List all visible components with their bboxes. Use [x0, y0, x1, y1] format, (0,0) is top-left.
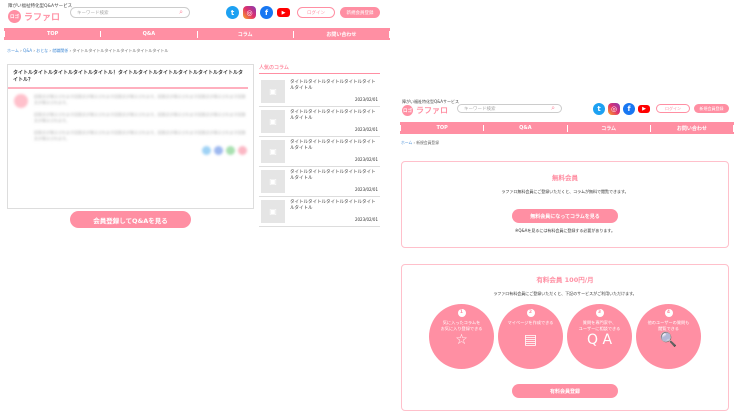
feature-3: 3 質問を専門家や、 ユーザーに相談できる Q A	[567, 304, 632, 369]
search-input[interactable]: キーワード検索 ⌕	[70, 7, 190, 18]
search-icon[interactable]: ⌕	[551, 104, 555, 112]
column-item[interactable]: ▣ タイトルタイトルタイトルタイトルタイトルタイトル 2023/02/01	[259, 197, 380, 227]
logo[interactable]: ロゴ ラファロ	[8, 10, 60, 23]
free-note: ※Q&Aを見るには有料会員に登録する必要があります。	[515, 228, 615, 233]
nav-qa[interactable]: Q&A	[483, 125, 566, 131]
register-button[interactable]: 新規会員登録	[694, 104, 729, 113]
blurred-answer: 回答文が表示されます回答文が表示されます回答文が表示されます。回答文が表示されま…	[8, 89, 253, 160]
feature-1: 1 気に入ったコラムを お気に入り登録できる ☆	[429, 304, 494, 369]
breadcrumb: ホーム › 新規会員登録	[401, 140, 439, 145]
facebook-icon[interactable]: f	[260, 6, 273, 19]
instagram-icon[interactable]: ◎	[608, 103, 620, 115]
clipboard-icon: ▤	[523, 332, 538, 348]
nav-column[interactable]: コラム	[566, 124, 650, 132]
twitter-icon[interactable]: t	[593, 103, 605, 115]
paid-membership-box: 有料会員 100円/月 ラファロ有料会員にご登録いただくと、下記のサービスがご利…	[401, 264, 729, 411]
image-placeholder-icon: ▣	[261, 110, 285, 133]
nav-qa[interactable]: Q&A	[100, 31, 196, 37]
register-button[interactable]: 新規会員登録	[340, 7, 380, 18]
paid-register-button[interactable]: 有料会員登録	[512, 384, 618, 398]
question-card: タイトルタイトルタイトルタイトルタイトル！タイトルタイトルタイトルタイトルタイト…	[7, 64, 254, 209]
feature-2: 2 マイページを作成できる ▤	[498, 304, 563, 369]
search-input[interactable]: キーワード検索 ⌕	[457, 104, 562, 113]
main-nav: TOP Q&A コラム お問い合わせ	[400, 122, 734, 134]
sidebar-title: 人気のコラム	[259, 64, 380, 74]
tagline: 障がい福祉特化型Q&Aサービス	[402, 99, 460, 104]
youtube-icon[interactable]: ▶	[277, 8, 290, 17]
image-placeholder-icon: ▣	[261, 200, 285, 223]
nav-top[interactable]: TOP	[4, 31, 100, 37]
facebook-icon[interactable]: f	[623, 103, 635, 115]
column-item[interactable]: ▣ タイトルタイトルタイトルタイトルタイトルタイトル 2023/02/01	[259, 137, 380, 167]
popular-columns: ▣ タイトルタイトルタイトルタイトルタイトルタイトル 2023/02/01 ▣ タイトル…	[259, 77, 380, 227]
document-search-icon: 🔍	[659, 332, 678, 348]
search-icon[interactable]: ⌕	[179, 8, 183, 16]
free-register-button[interactable]: 無料会員になってコラムを見る	[512, 209, 618, 223]
login-button[interactable]: ログイン	[297, 7, 335, 18]
free-desc: ラファロ無料会員にご登録いただくと、コラムが無料で閲覧できます。	[501, 189, 629, 194]
paid-desc: ラファロ有料会員にご登録いただくと、下記のサービスがご利用いただけます。	[493, 291, 637, 296]
logo[interactable]: ロゴ ラファロ	[402, 105, 448, 116]
main-nav: TOP Q&A コラム お問い合わせ	[4, 28, 390, 40]
question-title: タイトルタイトルタイトルタイトルタイトル！タイトルタイトルタイトルタイトルタイト…	[8, 65, 248, 89]
nav-contact[interactable]: お問い合わせ	[292, 30, 390, 38]
twitter-icon[interactable]: t	[226, 6, 239, 19]
image-placeholder-icon: ▣	[261, 140, 285, 163]
register-to-view-qa-button[interactable]: 会員登録してQ&Aを見る	[70, 211, 191, 228]
image-placeholder-icon: ▣	[261, 80, 285, 103]
column-item[interactable]: ▣ タイトルタイトルタイトルタイトルタイトルタイトル 2023/02/01	[259, 77, 380, 107]
free-membership-box: 無料会員 ラファロ無料会員にご登録いただくと、コラムが無料で閲覧できます。 無料…	[401, 161, 729, 248]
nav-top[interactable]: TOP	[400, 125, 483, 131]
column-item[interactable]: ▣ タイトルタイトルタイトルタイトルタイトルタイトル 2023/02/01	[259, 107, 380, 137]
qa-bubble-icon: Q A	[586, 332, 613, 348]
free-title: 無料会員	[552, 174, 578, 182]
feature-4: 4 他のユーザーの質問も 閲覧できる 🔍	[636, 304, 701, 369]
tagline: 障がい福祉特化型Q&Aサービス	[8, 4, 73, 9]
column-item[interactable]: ▣ タイトルタイトルタイトルタイトルタイトルタイトル 2023/02/01	[259, 167, 380, 197]
image-placeholder-icon: ▣	[261, 170, 285, 193]
breadcrumb: ホーム › Q&A › おとな › 就職関係 › タイトルタイトルタイトルタイト…	[7, 48, 169, 53]
youtube-icon[interactable]: ▶	[638, 105, 650, 113]
nav-column[interactable]: コラム	[196, 30, 293, 38]
login-button[interactable]: ログイン	[656, 104, 690, 113]
nav-contact[interactable]: お問い合わせ	[649, 124, 734, 132]
paid-title: 有料会員 100円/月	[536, 276, 594, 284]
favorite-document-icon: ☆	[455, 332, 468, 348]
instagram-icon[interactable]: ◎	[243, 6, 256, 19]
